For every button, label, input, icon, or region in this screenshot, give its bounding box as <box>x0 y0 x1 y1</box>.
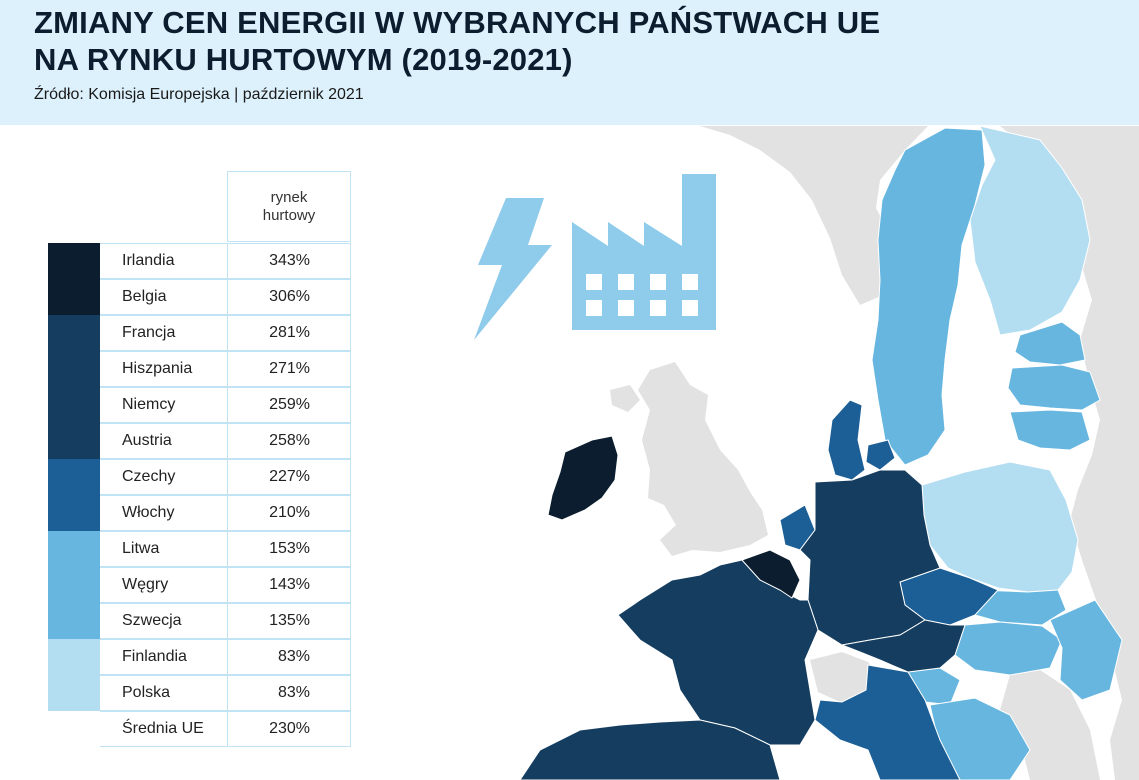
legend-swatch <box>48 243 100 279</box>
price-change-value: 135% <box>227 603 351 639</box>
table-row: Niemcy 259% <box>48 387 352 423</box>
price-change-value: 258% <box>227 423 351 459</box>
country-name: Litwa <box>100 531 227 567</box>
legend-swatch <box>48 423 100 459</box>
price-change-value: 83% <box>227 639 351 675</box>
price-change-value: 83% <box>227 675 351 711</box>
legend-swatch <box>48 495 100 531</box>
legend-swatch <box>48 387 100 423</box>
table-row: Szwecja 135% <box>48 603 352 639</box>
legend-swatch <box>48 351 100 387</box>
country-name: Czechy <box>100 459 227 495</box>
average-label: Średnia UE <box>100 711 227 747</box>
table-row: Polska 83% <box>48 675 352 711</box>
legend-swatch <box>48 567 100 603</box>
header-band: ZMIANY CEN ENERGII W WYBRANYCH PAŃSTWACH… <box>0 0 1139 125</box>
price-change-value: 143% <box>227 567 351 603</box>
price-change-value: 271% <box>227 351 351 387</box>
table-row: Belgia 306% <box>48 279 352 315</box>
country-name: Węgry <box>100 567 227 603</box>
darkest-countries <box>547 435 801 599</box>
price-change-value: 153% <box>227 531 351 567</box>
medium-light-blue-countries <box>871 127 1123 780</box>
table-row: Finlandia 83% <box>48 639 352 675</box>
table-row: Hiszpania 271% <box>48 351 352 387</box>
country-name: Hiszpania <box>100 351 227 387</box>
price-change-value: 259% <box>227 387 351 423</box>
country-name: Niemcy <box>100 387 227 423</box>
country-name: Austria <box>100 423 227 459</box>
source-note: Źródło: Komisja Europejska | październik… <box>34 86 364 103</box>
legend-swatch <box>48 639 100 675</box>
legend-swatch <box>48 315 100 351</box>
country-name: Włochy <box>100 495 227 531</box>
table-row: Litwa 153% <box>48 531 352 567</box>
dark-blue-countries <box>519 469 966 780</box>
country-name: Belgia <box>100 279 227 315</box>
country-name: Francja <box>100 315 227 351</box>
lightning-bolt-icon <box>474 198 552 340</box>
average-row: Średnia UE 230% <box>48 711 352 747</box>
legend-swatch <box>48 459 100 495</box>
table-row: Irlandia 343% <box>48 243 352 279</box>
legend-swatch <box>48 603 100 639</box>
factory-icon <box>572 174 716 330</box>
table-row: Włochy 210% <box>48 495 352 531</box>
table-row: Austria 258% <box>48 423 352 459</box>
price-change-value: 306% <box>227 279 351 315</box>
average-value: 230% <box>227 711 351 747</box>
country-name: Polska <box>100 675 227 711</box>
title-line-2: NA RYNKU HURTOWYM (2019-2021) <box>34 42 573 77</box>
table-row: Czechy 227% <box>48 459 352 495</box>
europe-map <box>474 125 1139 780</box>
legend-swatch <box>48 675 100 711</box>
country-name: Finlandia <box>100 639 227 675</box>
price-change-value: 281% <box>227 315 351 351</box>
column-header: rynek hurtowy <box>227 171 351 242</box>
price-change-value: 227% <box>227 459 351 495</box>
table-row: Francja 281% <box>48 315 352 351</box>
page-title: ZMIANY CEN ENERGII W WYBRANYCH PAŃSTWACH… <box>34 4 880 78</box>
country-name: Irlandia <box>100 243 227 279</box>
title-line-1: ZMIANY CEN ENERGII W WYBRANYCH PAŃSTWACH… <box>34 5 881 40</box>
light-blue-countries <box>921 125 1091 593</box>
table-row: Węgry 143% <box>48 567 352 603</box>
legend-swatch <box>48 531 100 567</box>
price-change-value: 210% <box>227 495 351 531</box>
price-change-value: 343% <box>227 243 351 279</box>
legend-swatch <box>48 279 100 315</box>
country-name: Szwecja <box>100 603 227 639</box>
medium-blue-countries <box>779 399 999 780</box>
